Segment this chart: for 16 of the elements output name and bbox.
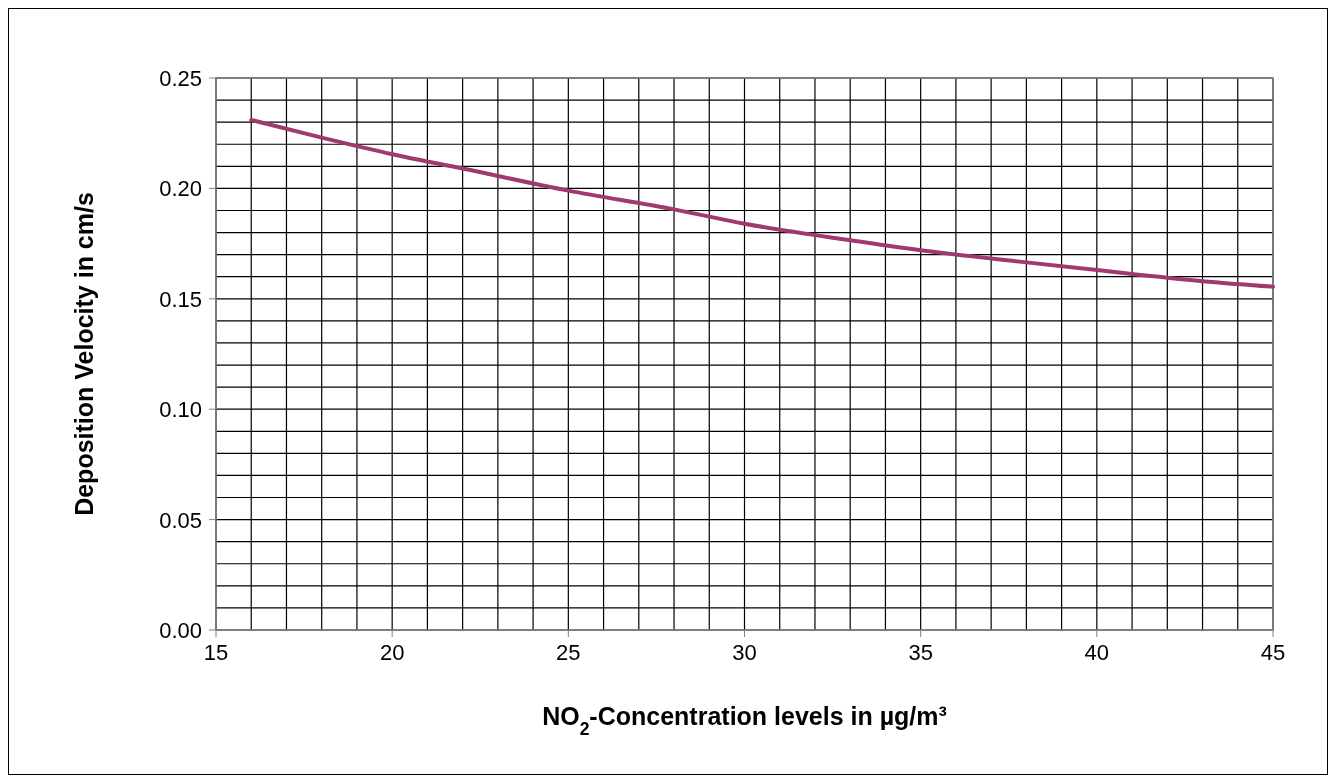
x-tick-label: 30 <box>732 640 757 665</box>
y-axis-title: Deposition Velocity in cm/s <box>70 192 98 516</box>
x-tick-label: 45 <box>1260 640 1286 665</box>
y-tick-label: 0.25 <box>159 66 202 91</box>
x-axis-title: NO$_{2}$-Concentration levels in µg/m³ <box>542 702 947 739</box>
x-tick-label: 40 <box>1084 640 1110 665</box>
x-tick-label: 35 <box>908 640 933 665</box>
y-tick-label: 0.15 <box>159 286 202 312</box>
y-tick-label: 0.00 <box>159 618 202 643</box>
x-tick-label: 25 <box>556 640 581 665</box>
y-tick-label: 0.20 <box>159 176 202 202</box>
y-tick-label: 0.05 <box>159 507 202 533</box>
y-tick-label: 0.10 <box>159 397 202 423</box>
x-tick-label: 15 <box>203 640 229 665</box>
line-series <box>249 117 1275 289</box>
x-tick-label: 20 <box>379 640 405 665</box>
